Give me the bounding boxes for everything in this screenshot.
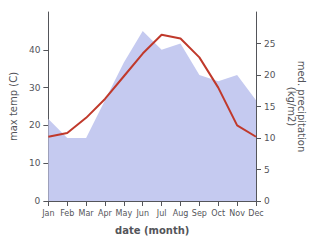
svg-text:Nov: Nov xyxy=(229,209,245,218)
svg-text:Apr: Apr xyxy=(98,209,113,218)
svg-text:30: 30 xyxy=(29,83,41,93)
svg-text:25: 25 xyxy=(264,39,275,49)
svg-text:Mar: Mar xyxy=(79,209,95,218)
svg-text:0: 0 xyxy=(35,196,41,206)
svg-text:20: 20 xyxy=(264,70,276,80)
svg-text:Aug: Aug xyxy=(173,209,189,218)
svg-text:Jun: Jun xyxy=(135,209,149,218)
svg-text:40: 40 xyxy=(29,45,41,55)
svg-text:10: 10 xyxy=(264,133,276,143)
svg-text:Jul: Jul xyxy=(156,209,167,218)
svg-text:(kg/m2): (kg/m2) xyxy=(286,87,297,127)
svg-text:Jan: Jan xyxy=(41,209,54,218)
svg-text:15: 15 xyxy=(264,102,275,112)
svg-text:max temp (C): max temp (C) xyxy=(8,72,19,141)
svg-text:Feb: Feb xyxy=(60,209,74,218)
svg-text:5: 5 xyxy=(264,165,270,175)
svg-text:date (month): date (month) xyxy=(115,225,189,236)
svg-text:20: 20 xyxy=(29,120,41,130)
svg-text:Sep: Sep xyxy=(192,209,207,218)
svg-text:0: 0 xyxy=(264,196,270,206)
svg-text:Oct: Oct xyxy=(211,209,225,218)
svg-text:10: 10 xyxy=(29,158,41,168)
svg-text:Dec: Dec xyxy=(248,209,263,218)
svg-text:med. precipitation: med. precipitation xyxy=(295,60,307,153)
svg-text:May: May xyxy=(116,209,133,218)
